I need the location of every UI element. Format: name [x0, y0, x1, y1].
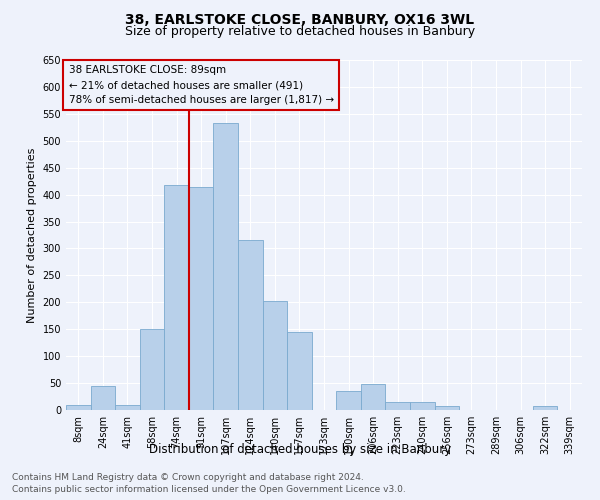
Text: Contains HM Land Registry data © Crown copyright and database right 2024.: Contains HM Land Registry data © Crown c… [12, 472, 364, 482]
Bar [91, 386, 115, 410]
Bar [263, 300, 287, 410]
Bar [434, 406, 459, 410]
Text: Contains public sector information licensed under the Open Government Licence v3: Contains public sector information licen… [12, 485, 406, 494]
Bar [238, 240, 263, 410]
Text: Distribution of detached houses by size in Banbury: Distribution of detached houses by size … [149, 442, 451, 456]
Text: 38, EARLSTOKE CLOSE, BANBURY, OX16 3WL: 38, EARLSTOKE CLOSE, BANBURY, OX16 3WL [125, 12, 475, 26]
Bar [533, 406, 557, 410]
Bar [189, 186, 214, 410]
Bar [336, 391, 361, 410]
Bar [115, 404, 140, 410]
Bar [164, 185, 189, 410]
Bar [214, 123, 238, 410]
Bar [140, 329, 164, 410]
Bar [410, 402, 434, 410]
Bar [361, 384, 385, 410]
Y-axis label: Number of detached properties: Number of detached properties [27, 148, 37, 322]
Bar [385, 402, 410, 410]
Bar [66, 404, 91, 410]
Text: 38 EARLSTOKE CLOSE: 89sqm
← 21% of detached houses are smaller (491)
78% of semi: 38 EARLSTOKE CLOSE: 89sqm ← 21% of detac… [68, 66, 334, 105]
Text: Size of property relative to detached houses in Banbury: Size of property relative to detached ho… [125, 25, 475, 38]
Bar [287, 332, 312, 410]
